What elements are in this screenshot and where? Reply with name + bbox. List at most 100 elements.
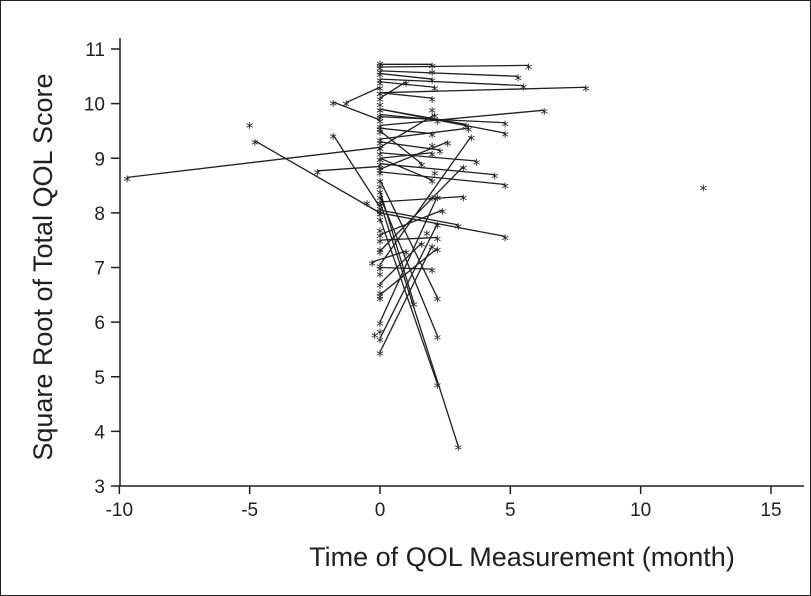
data-point: * xyxy=(454,220,462,238)
trajectory-line xyxy=(379,108,467,126)
data-point: * xyxy=(418,238,426,256)
y-tick-label: 9 xyxy=(94,149,105,170)
y-axis-ticks: 3 4 5 6 7 8 9 10 11 xyxy=(84,40,120,498)
data-point: * xyxy=(473,156,481,174)
data-point: * xyxy=(376,126,384,144)
x-tick-label: 15 xyxy=(760,500,781,521)
data-point: * xyxy=(428,175,436,193)
data-point: * xyxy=(376,347,384,365)
data-point: * xyxy=(376,243,384,261)
data-point: * xyxy=(376,230,384,248)
data-point: * xyxy=(376,213,384,231)
data-point: * xyxy=(376,77,384,95)
data-point: * xyxy=(376,293,384,311)
data-point: * xyxy=(436,145,444,163)
data-point: * xyxy=(428,191,436,209)
data-point: * xyxy=(376,153,384,171)
trajectory-line xyxy=(379,196,438,323)
data-point: * xyxy=(376,208,384,226)
trajectory-line xyxy=(379,152,433,159)
data-point: * xyxy=(376,74,384,92)
trajectory-line xyxy=(379,163,495,176)
data-point: * xyxy=(491,170,499,188)
data-point: * xyxy=(699,182,707,200)
data-point: * xyxy=(376,115,384,133)
data-point: * xyxy=(376,88,384,106)
data-point: * xyxy=(444,137,452,155)
data-point: * xyxy=(251,136,259,154)
data-point: * xyxy=(376,186,384,204)
data-point: * xyxy=(501,118,509,136)
data-point: * xyxy=(428,104,436,122)
data-point: * xyxy=(376,142,384,160)
trajectory-line xyxy=(379,81,407,99)
trajectory-line xyxy=(379,92,433,99)
data-point: * xyxy=(428,241,436,259)
data-point: * xyxy=(376,290,384,308)
trajectory-line xyxy=(379,195,464,203)
data-point: * xyxy=(368,257,376,275)
data-point: * xyxy=(428,148,436,166)
data-point: * xyxy=(376,202,384,220)
data-point: * xyxy=(501,179,509,197)
data-point: * xyxy=(434,191,442,209)
data-point: * xyxy=(402,246,410,264)
data-point: * xyxy=(525,60,533,78)
data-point: * xyxy=(439,205,447,223)
data-point: * xyxy=(434,219,442,237)
data-point: * xyxy=(454,441,462,459)
data-point: * xyxy=(501,128,509,146)
trajectory-line xyxy=(379,223,438,339)
data-point: * xyxy=(371,329,379,347)
data-point: * xyxy=(376,246,384,264)
data-point: * xyxy=(376,62,384,80)
trajectory-line xyxy=(379,245,433,353)
data-point: * xyxy=(428,129,436,147)
x-tick-label: -10 xyxy=(106,500,133,521)
trajectory-line xyxy=(379,247,438,296)
data-point: * xyxy=(514,71,522,89)
trajectory-line xyxy=(345,86,381,104)
data-point: * xyxy=(428,264,436,282)
data-point: * xyxy=(418,159,426,177)
data-point: * xyxy=(376,112,384,130)
data-point: * xyxy=(540,105,548,123)
data-point: * xyxy=(376,325,384,343)
data-point: * xyxy=(376,110,384,128)
data-point: * xyxy=(246,119,254,137)
data-point: * xyxy=(376,66,384,84)
data-point: * xyxy=(376,175,384,193)
data-point: * xyxy=(423,227,431,245)
x-tick-label: 0 xyxy=(375,500,386,521)
data-point: * xyxy=(434,293,442,311)
data-point: * xyxy=(376,235,384,253)
data-point: * xyxy=(428,74,436,92)
data-point: * xyxy=(428,66,436,84)
data-point: * xyxy=(376,104,384,122)
y-tick-label: 7 xyxy=(94,259,105,280)
data-points: ********* **** ** ** ** ** ** ** ** ****** **** ** *… xyxy=(123,58,707,459)
trajectory-line xyxy=(379,152,477,162)
trajectory-line xyxy=(332,134,381,208)
x-tick-label: 10 xyxy=(630,500,651,521)
trajectory-line xyxy=(379,127,433,135)
trajectory-line xyxy=(379,201,459,447)
y-tick-label: 3 xyxy=(94,477,105,498)
data-point: * xyxy=(582,82,590,100)
data-point: * xyxy=(434,331,442,349)
data-point: * xyxy=(376,59,384,77)
data-point: * xyxy=(434,232,442,250)
y-tick-label: 11 xyxy=(85,40,105,61)
data-point: * xyxy=(376,148,384,166)
data-point: * xyxy=(376,208,384,226)
data-point: * xyxy=(376,82,384,100)
data-point: * xyxy=(434,379,442,397)
y-axis-title: Square Root of Total QOL Score xyxy=(28,73,58,460)
data-point: * xyxy=(410,298,418,316)
data-point: * xyxy=(376,334,384,352)
trajectory-line xyxy=(379,113,436,148)
trajectory-line xyxy=(379,157,433,181)
trajectory-line xyxy=(379,218,438,385)
y-tick-label: 6 xyxy=(94,313,105,334)
